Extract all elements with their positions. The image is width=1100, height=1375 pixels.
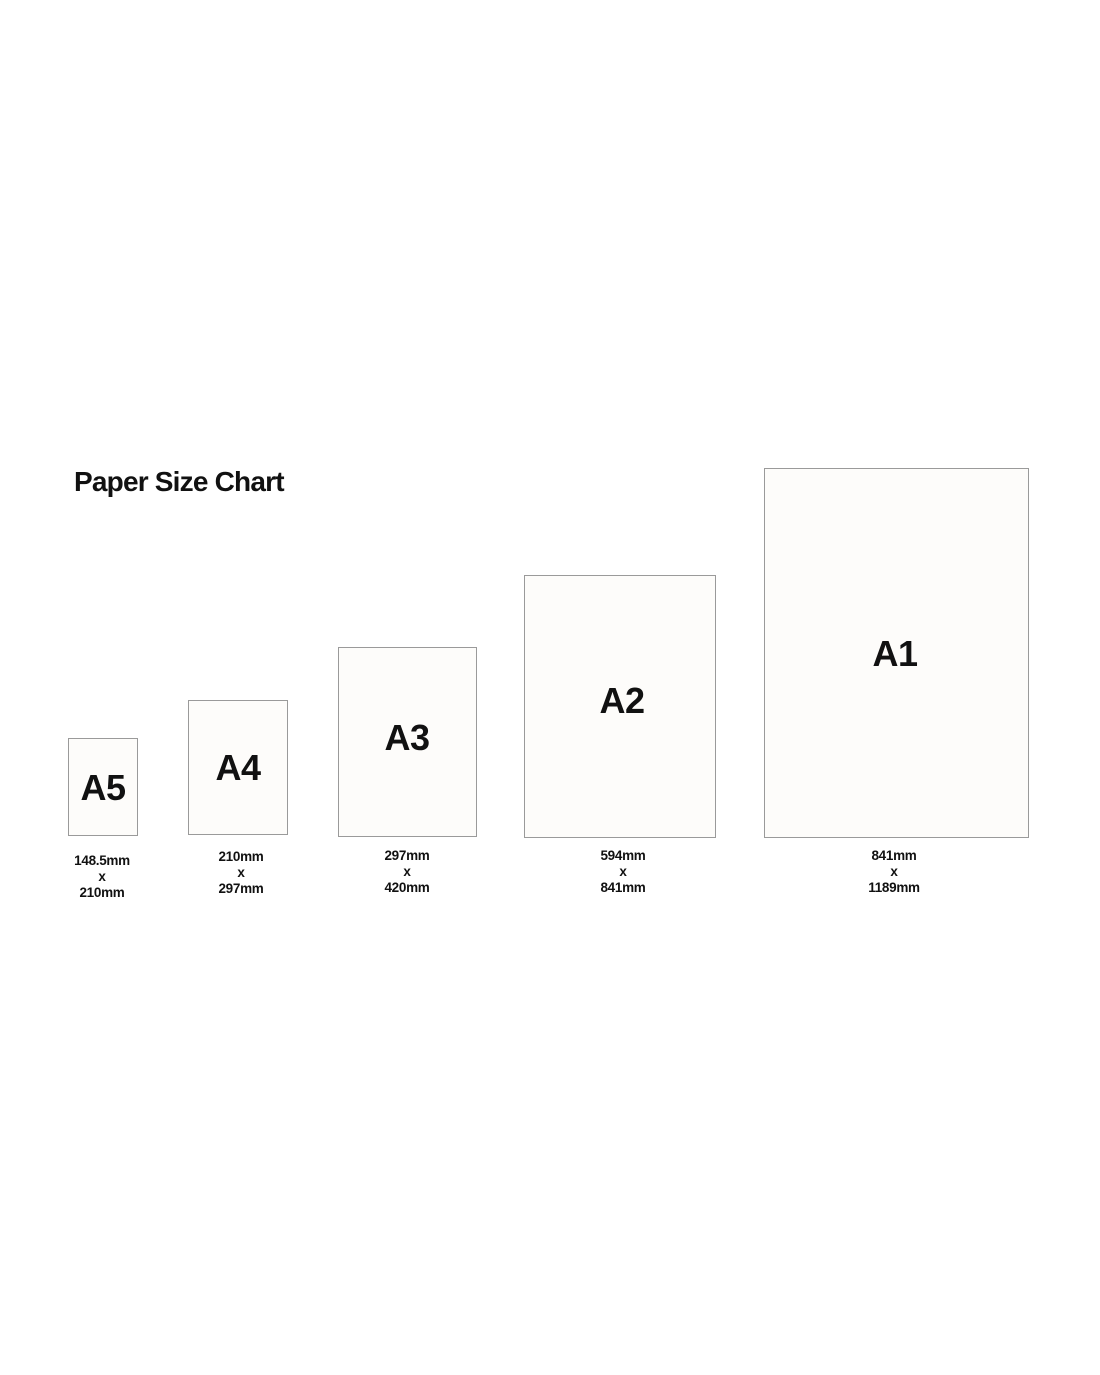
sheet-a5-width: 148.5mm xyxy=(74,853,130,868)
sheet-a5 xyxy=(68,738,138,836)
chart-title: Paper Size Chart xyxy=(74,466,285,497)
sheet-a2 xyxy=(524,575,716,838)
sheet-a2-height: 841mm xyxy=(600,880,646,895)
sheet-a1-width: 841mm xyxy=(871,848,917,863)
sheet-a3-height: 420mm xyxy=(384,880,430,895)
sheet-a1-dimensions: 841mm x 1189mm xyxy=(868,848,920,896)
sheet-a2-label: A2 xyxy=(599,680,645,721)
sheet-a2-separator: x xyxy=(619,864,627,879)
sheet-a2-dimensions: 594mm x 841mm xyxy=(600,848,645,896)
sheet-a3-separator: x xyxy=(403,864,411,879)
sheet-a4-width: 210mm xyxy=(218,849,264,864)
sheet-a4 xyxy=(188,700,288,835)
sheet-a3 xyxy=(338,647,477,837)
sheet-a4-dimensions: 210mm x 297mm xyxy=(218,849,263,897)
sheet-a2-width: 594mm xyxy=(600,848,646,863)
sheet-a4-label: A4 xyxy=(215,747,261,788)
sheet-a3-dimensions: 297mm x 420mm xyxy=(384,848,429,896)
sheet-a5-separator: x xyxy=(98,869,106,884)
sheet-a4-separator: x xyxy=(237,865,245,880)
sheet-a3-label: A3 xyxy=(384,717,430,758)
sheet-a1-height: 1189mm xyxy=(868,880,920,895)
sheet-a1-label: A1 xyxy=(872,633,918,674)
sheet-a4-height: 297mm xyxy=(218,881,264,896)
sheet-a5-dimensions: 148.5mm x 210mm xyxy=(74,853,130,901)
sheet-a1-separator: x xyxy=(890,864,898,879)
sheet-a5-height: 210mm xyxy=(79,885,125,900)
sheet-a3-width: 297mm xyxy=(384,848,430,863)
sheet-a1 xyxy=(764,468,1029,838)
sheet-a5-label: A5 xyxy=(80,767,126,808)
